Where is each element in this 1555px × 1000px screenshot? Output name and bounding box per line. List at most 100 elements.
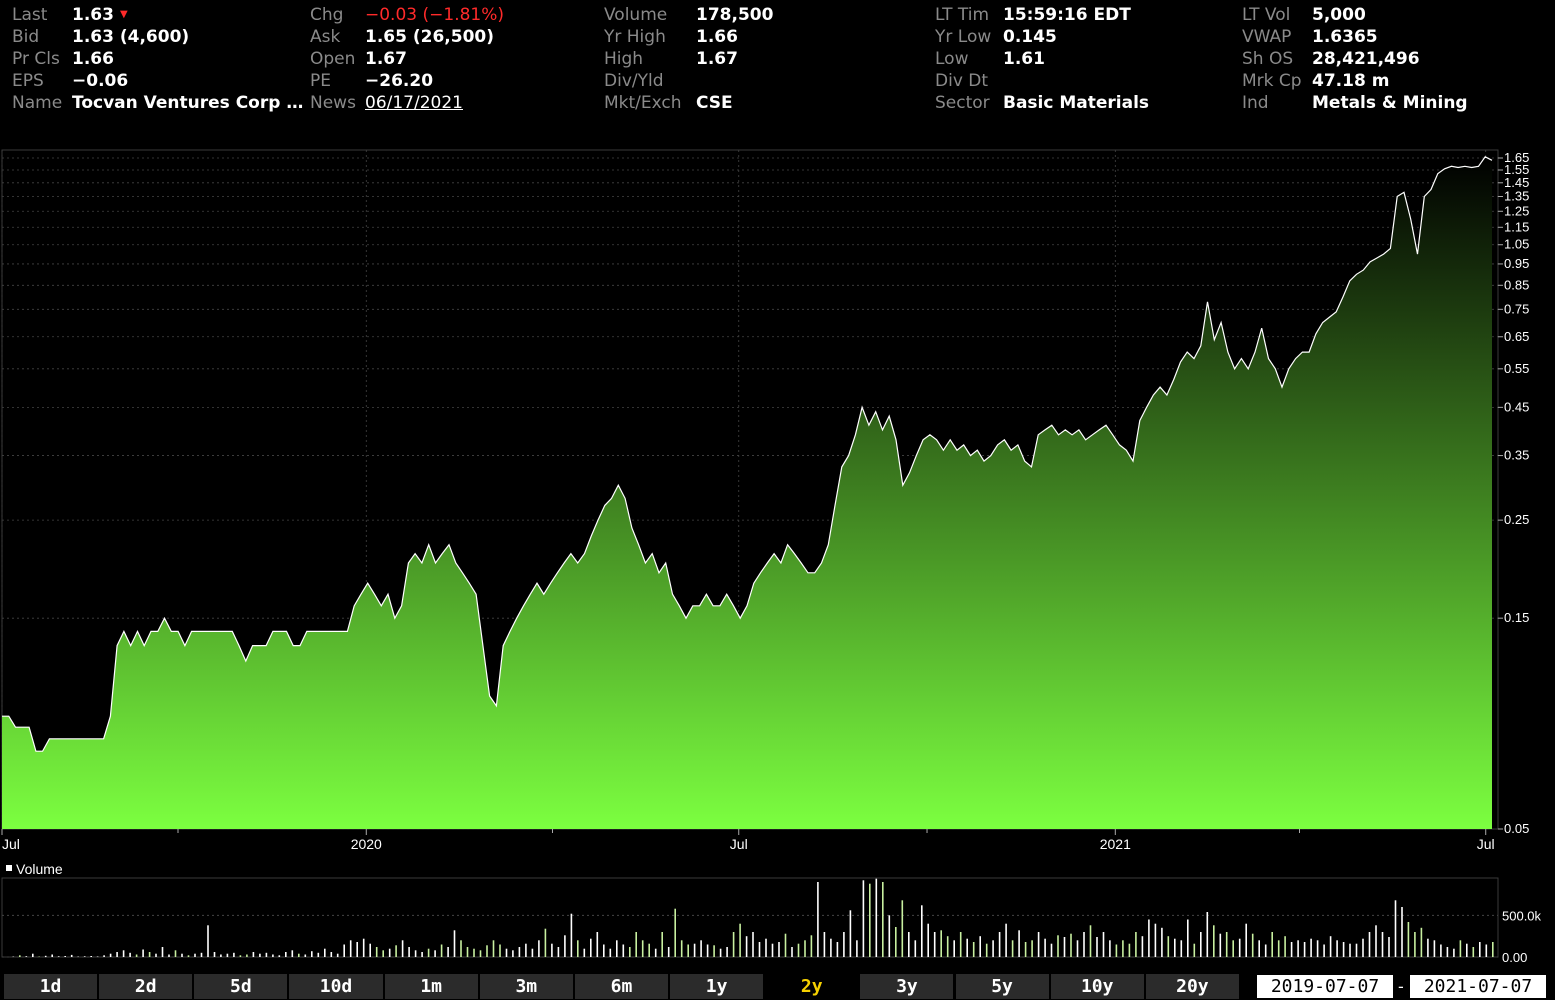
volume-bar <box>194 954 196 957</box>
volume-bar <box>1161 928 1163 957</box>
volume-bar <box>51 955 53 958</box>
volume-bar <box>1070 934 1072 957</box>
range-button-1m[interactable]: 1m <box>385 974 478 999</box>
volume-bar <box>850 910 852 957</box>
y-tick-label: 0.35 <box>1504 448 1529 463</box>
volume-bar <box>1194 944 1196 957</box>
volume-bar <box>473 949 475 957</box>
volume-bar <box>733 932 735 957</box>
volume-bar <box>629 947 631 957</box>
volume-bar <box>837 942 839 957</box>
volume-bar <box>1148 920 1150 958</box>
range-button-20y[interactable]: 20y <box>1146 974 1239 999</box>
volume-bar <box>824 932 826 957</box>
volume-bar <box>253 952 255 957</box>
range-button-10y[interactable]: 10y <box>1051 974 1144 999</box>
range-button-1d[interactable]: 1d <box>4 974 97 999</box>
volume-bar <box>1265 945 1267 958</box>
range-button-2y[interactable]: 2y <box>765 974 858 999</box>
volume-bar <box>1486 945 1488 958</box>
volume-bar <box>467 947 469 957</box>
volume-bar <box>1336 940 1338 957</box>
volume-bar <box>940 930 942 957</box>
volume-bar <box>142 950 144 958</box>
volume-bar <box>350 940 352 957</box>
volume-bar <box>1200 932 1202 957</box>
volume-bar <box>953 940 955 957</box>
volume-bar <box>830 939 832 957</box>
volume-bar <box>1460 940 1462 957</box>
range-button-3m[interactable]: 3m <box>480 974 573 999</box>
volume-bar <box>1375 925 1377 957</box>
volume-bar <box>331 952 333 957</box>
volume-bar <box>739 924 741 957</box>
price-area <box>2 157 1492 829</box>
volume-bar <box>538 940 540 957</box>
x-tick-label: 2020 <box>351 836 382 852</box>
volume-bar <box>694 944 696 957</box>
volume-bar <box>882 882 884 957</box>
x-tick-label: Jul <box>730 836 748 852</box>
volume-bar <box>298 954 300 957</box>
volume-bar <box>506 949 508 957</box>
volume-bar <box>1038 932 1040 957</box>
volume-bar <box>1453 949 1455 957</box>
volume-bar <box>1122 940 1124 957</box>
volume-bar <box>1258 940 1260 957</box>
volume-bar <box>428 949 430 957</box>
range-button-1y[interactable]: 1y <box>670 974 763 999</box>
volume-bar <box>240 955 242 957</box>
volume-bar <box>817 882 819 957</box>
volume-bar <box>324 949 326 957</box>
range-button-5y[interactable]: 5y <box>956 974 1049 999</box>
volume-bar <box>84 956 86 957</box>
volume-bar <box>376 947 378 957</box>
volume-bar <box>1395 900 1397 957</box>
volume-bar <box>1103 932 1105 957</box>
y-tick-label: 1.15 <box>1504 219 1529 234</box>
end-date-input[interactable]: 2021-07-07 <box>1410 975 1546 998</box>
volume-bar <box>266 953 268 957</box>
volume-bar <box>908 932 910 957</box>
volume-bar <box>720 949 722 957</box>
volume-bar <box>590 939 592 957</box>
range-button-2d[interactable]: 2d <box>99 974 192 999</box>
volume-bar <box>305 955 307 958</box>
volume-bar <box>934 932 936 957</box>
range-button-6m[interactable]: 6m <box>575 974 668 999</box>
volume-bar <box>1440 945 1442 958</box>
volume-frame <box>2 878 1498 957</box>
range-button-5d[interactable]: 5d <box>194 974 287 999</box>
volume-bar <box>1252 934 1254 957</box>
start-date-input[interactable]: 2019-07-07 <box>1257 975 1393 998</box>
volume-bar <box>220 955 222 958</box>
volume-bar <box>1174 939 1176 957</box>
volume-bar <box>1220 934 1222 957</box>
range-button-3y[interactable]: 3y <box>860 974 953 999</box>
volume-bar <box>642 940 644 957</box>
y-tick-label: 0.05 <box>1504 821 1529 836</box>
volume-bar <box>1187 920 1189 958</box>
volume-bar <box>791 947 793 957</box>
volume-bar <box>545 929 547 957</box>
volume-bar <box>1226 932 1228 957</box>
volume-bar <box>311 951 313 957</box>
volume-bar <box>421 952 423 957</box>
volume-bar <box>162 947 164 957</box>
volume-bar <box>1492 942 1494 957</box>
volume-bar <box>90 956 92 957</box>
volume-bar <box>356 942 358 957</box>
volume-bar <box>1382 932 1384 957</box>
volume-bar <box>389 949 391 957</box>
volume-bar <box>1142 936 1144 957</box>
volume-bar <box>168 955 170 958</box>
range-button-10d[interactable]: 10d <box>289 974 382 999</box>
volume-bar <box>155 954 157 957</box>
volume-bar <box>272 955 274 958</box>
volume-bar <box>110 954 112 957</box>
volume-bar <box>58 956 60 957</box>
volume-bar <box>1031 940 1033 957</box>
volume-bar <box>1297 940 1299 957</box>
